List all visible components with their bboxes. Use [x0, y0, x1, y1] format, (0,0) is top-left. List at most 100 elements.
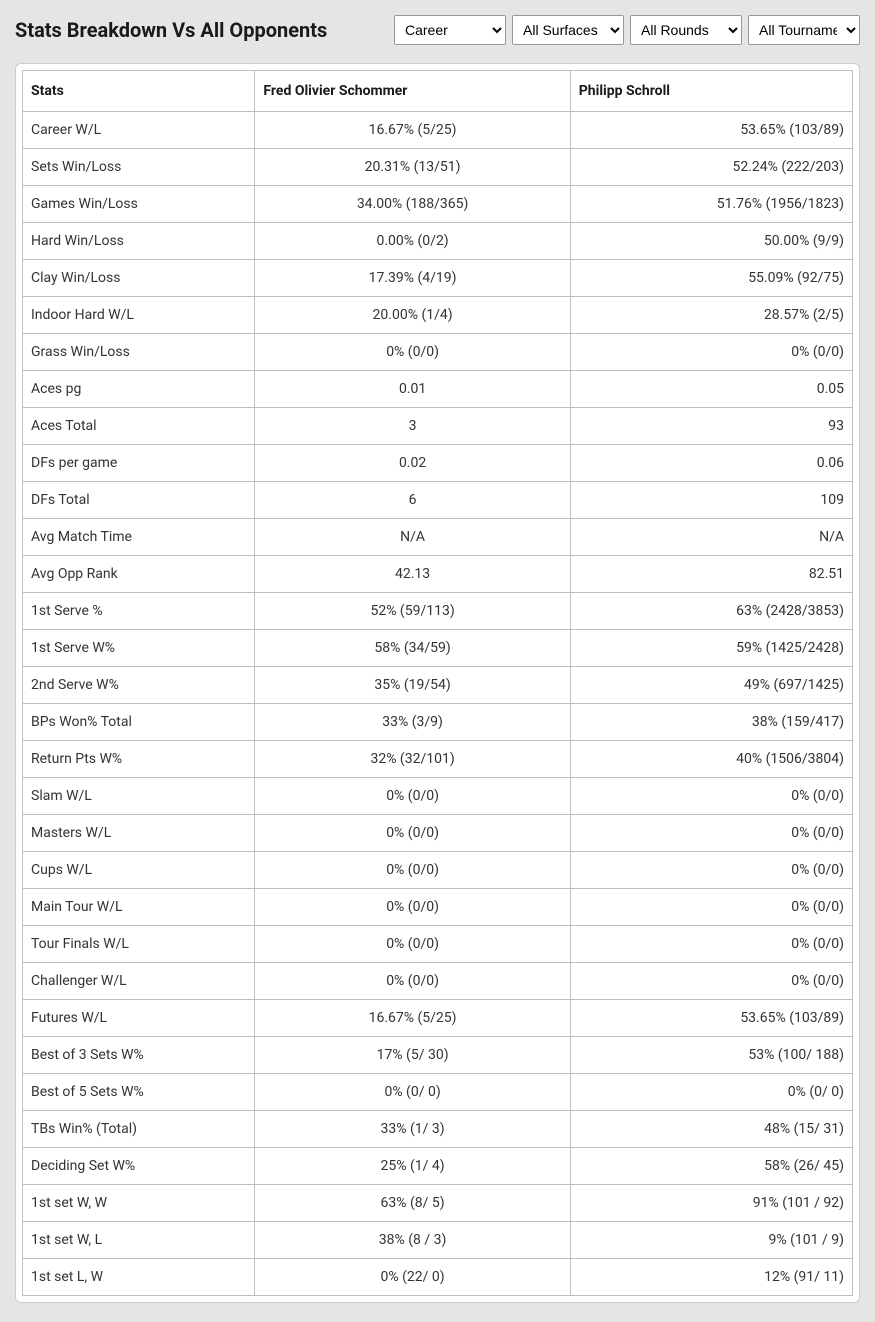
player1-value: 38% (8 / 3) [255, 1222, 570, 1259]
player2-value: 0% (0/0) [570, 815, 852, 852]
player1-value: 0% (0/0) [255, 334, 570, 371]
table-row: Aces pg0.010.05 [23, 371, 853, 408]
player2-value: 9% (101 / 9) [570, 1222, 852, 1259]
table-row: Aces Total393 [23, 408, 853, 445]
table-row: Masters W/L0% (0/0)0% (0/0) [23, 815, 853, 852]
table-row: 1st Serve %52% (59/113)63% (2428/3853) [23, 593, 853, 630]
stat-label: Best of 3 Sets W% [23, 1037, 255, 1074]
player1-value: 20.00% (1/4) [255, 297, 570, 334]
player1-value: 33% (1/ 3) [255, 1111, 570, 1148]
stat-label: DFs Total [23, 482, 255, 519]
table-row: BPs Won% Total33% (3/9)38% (159/417) [23, 704, 853, 741]
stat-label: Grass Win/Loss [23, 334, 255, 371]
player1-value: 32% (32/101) [255, 741, 570, 778]
stat-label: BPs Won% Total [23, 704, 255, 741]
player1-value: 0% (0/0) [255, 852, 570, 889]
table-row: Futures W/L16.67% (5/25)53.65% (103/89) [23, 1000, 853, 1037]
player2-value: 0% (0/0) [570, 334, 852, 371]
player1-value: 0.01 [255, 371, 570, 408]
player2-value: 0% (0/0) [570, 926, 852, 963]
stat-label: Avg Match Time [23, 519, 255, 556]
table-row: Challenger W/L0% (0/0)0% (0/0) [23, 963, 853, 1000]
table-row: Indoor Hard W/L20.00% (1/4)28.57% (2/5) [23, 297, 853, 334]
player2-value: 53% (100/ 188) [570, 1037, 852, 1074]
player2-value: 109 [570, 482, 852, 519]
filter-tournaments-select[interactable]: All Tournaments [748, 15, 860, 45]
player2-value: 93 [570, 408, 852, 445]
player2-value: 28.57% (2/5) [570, 297, 852, 334]
table-row: Deciding Set W%25% (1/ 4)58% (26/ 45) [23, 1148, 853, 1185]
player1-value: 25% (1/ 4) [255, 1148, 570, 1185]
table-row: DFs per game0.020.06 [23, 445, 853, 482]
player1-value: 42.13 [255, 556, 570, 593]
table-row: Avg Opp Rank42.1382.51 [23, 556, 853, 593]
table-row: Main Tour W/L0% (0/0)0% (0/0) [23, 889, 853, 926]
stat-label: Slam W/L [23, 778, 255, 815]
player2-value: N/A [570, 519, 852, 556]
col-header-player2: Philipp Schroll [570, 71, 852, 112]
player2-value: 52.24% (222/203) [570, 149, 852, 186]
stats-table-card: Stats Fred Olivier Schommer Philipp Schr… [15, 63, 860, 1303]
player1-value: 0% (0/ 0) [255, 1074, 570, 1111]
player2-value: 63% (2428/3853) [570, 593, 852, 630]
table-header-row: Stats Fred Olivier Schommer Philipp Schr… [23, 71, 853, 112]
player1-value: 0% (0/0) [255, 815, 570, 852]
player2-value: 0% (0/ 0) [570, 1074, 852, 1111]
player2-value: 0% (0/0) [570, 852, 852, 889]
player2-value: 53.65% (103/89) [570, 1000, 852, 1037]
player2-value: 0% (0/0) [570, 963, 852, 1000]
table-row: Games Win/Loss34.00% (188/365)51.76% (19… [23, 186, 853, 223]
player2-value: 48% (15/ 31) [570, 1111, 852, 1148]
player1-value: 0% (0/0) [255, 889, 570, 926]
table-row: TBs Win% (Total)33% (1/ 3)48% (15/ 31) [23, 1111, 853, 1148]
table-row: 1st set L, W0% (22/ 0)12% (91/ 11) [23, 1259, 853, 1296]
table-row: Tour Finals W/L0% (0/0)0% (0/0) [23, 926, 853, 963]
table-row: Return Pts W%32% (32/101)40% (1506/3804) [23, 741, 853, 778]
filter-period-select[interactable]: Career [394, 15, 506, 45]
stat-label: 1st set L, W [23, 1259, 255, 1296]
stat-label: Best of 5 Sets W% [23, 1074, 255, 1111]
player1-value: 17.39% (4/19) [255, 260, 570, 297]
stat-label: Aces Total [23, 408, 255, 445]
stat-label: 1st set W, W [23, 1185, 255, 1222]
filter-rounds-select[interactable]: All Rounds [630, 15, 742, 45]
stat-label: Avg Opp Rank [23, 556, 255, 593]
stat-label: Deciding Set W% [23, 1148, 255, 1185]
filters: Career All Surfaces All Rounds All Tourn… [394, 15, 860, 45]
player1-value: 0% (0/0) [255, 926, 570, 963]
player1-value: 0% (22/ 0) [255, 1259, 570, 1296]
player2-value: 59% (1425/2428) [570, 630, 852, 667]
stat-label: 1st Serve % [23, 593, 255, 630]
table-row: Avg Match TimeN/AN/A [23, 519, 853, 556]
table-row: Clay Win/Loss17.39% (4/19)55.09% (92/75) [23, 260, 853, 297]
table-row: Best of 5 Sets W%0% (0/ 0)0% (0/ 0) [23, 1074, 853, 1111]
table-row: Best of 3 Sets W%17% (5/ 30)53% (100/ 18… [23, 1037, 853, 1074]
col-header-stats: Stats [23, 71, 255, 112]
player2-value: 0% (0/0) [570, 778, 852, 815]
stat-label: Masters W/L [23, 815, 255, 852]
player2-value: 49% (697/1425) [570, 667, 852, 704]
filter-surface-select[interactable]: All Surfaces [512, 15, 624, 45]
player1-value: 3 [255, 408, 570, 445]
player1-value: 58% (34/59) [255, 630, 570, 667]
stat-label: Indoor Hard W/L [23, 297, 255, 334]
stat-label: Games Win/Loss [23, 186, 255, 223]
player1-value: 52% (59/113) [255, 593, 570, 630]
player2-value: 58% (26/ 45) [570, 1148, 852, 1185]
player2-value: 12% (91/ 11) [570, 1259, 852, 1296]
player1-value: 0.00% (0/2) [255, 223, 570, 260]
stat-label: Challenger W/L [23, 963, 255, 1000]
stat-label: Return Pts W% [23, 741, 255, 778]
player2-value: 53.65% (103/89) [570, 112, 852, 149]
header-row: Stats Breakdown Vs All Opponents Career … [15, 15, 860, 45]
col-header-player1: Fred Olivier Schommer [255, 71, 570, 112]
stats-table: Stats Fred Olivier Schommer Philipp Schr… [22, 70, 853, 1296]
player1-value: 16.67% (5/25) [255, 1000, 570, 1037]
table-row: 1st set W, L38% (8 / 3)9% (101 / 9) [23, 1222, 853, 1259]
table-row: Cups W/L0% (0/0)0% (0/0) [23, 852, 853, 889]
player2-value: 0.06 [570, 445, 852, 482]
table-row: 1st Serve W%58% (34/59)59% (1425/2428) [23, 630, 853, 667]
player2-value: 40% (1506/3804) [570, 741, 852, 778]
table-row: Hard Win/Loss0.00% (0/2)50.00% (9/9) [23, 223, 853, 260]
player1-value: 33% (3/9) [255, 704, 570, 741]
